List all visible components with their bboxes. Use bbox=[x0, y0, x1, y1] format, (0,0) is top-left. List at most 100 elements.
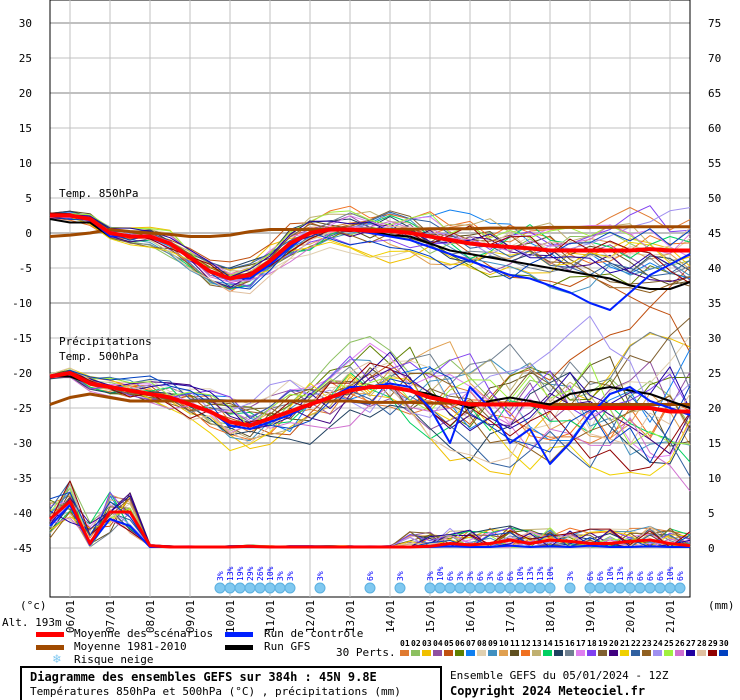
perturbation-30-t500 bbox=[49, 367, 691, 464]
right-tick-label: 45 bbox=[708, 227, 721, 240]
snow-risk-percent: 6% bbox=[646, 571, 655, 581]
x-date-label: 18/01 bbox=[544, 600, 557, 633]
legend-mean-swatch bbox=[36, 632, 64, 637]
perturbation-22-t850 bbox=[49, 211, 691, 277]
left-tick-label: -20 bbox=[12, 367, 32, 380]
snow-risk-icon bbox=[254, 582, 266, 594]
x-date-label: 17/01 bbox=[504, 600, 517, 633]
perturbation-swatch bbox=[576, 650, 585, 656]
perturbation-number: 09 bbox=[488, 639, 498, 648]
snow-risk-percent: 10% bbox=[436, 566, 445, 581]
snow-risk-icon bbox=[484, 582, 496, 594]
snow-risk-icon bbox=[424, 582, 436, 594]
perturbation-number: 13 bbox=[532, 639, 542, 648]
legend-mean: Moyenne des scénarios bbox=[74, 627, 214, 640]
perturbation-number: 03 bbox=[422, 639, 432, 648]
t850-mean-line bbox=[50, 213, 690, 281]
label-precipitations: Précipitations bbox=[59, 335, 152, 348]
right-tick-label: 30 bbox=[708, 332, 721, 345]
snow-risk-icon bbox=[604, 582, 616, 594]
perturbation-swatch bbox=[499, 650, 508, 656]
snow-risk-percent: 3% bbox=[286, 571, 295, 581]
x-date-label: 12/01 bbox=[304, 600, 317, 633]
snow-risk-icon bbox=[534, 582, 546, 594]
label-temp-850: Temp. 850hPa bbox=[59, 187, 139, 200]
perturbation-04-t500 bbox=[49, 361, 691, 431]
snow-risk-icon bbox=[364, 582, 376, 594]
perturbation-27-t500 bbox=[49, 351, 691, 432]
snow-risk-icon bbox=[434, 582, 446, 594]
snow-risk-icon bbox=[454, 582, 466, 594]
perturbation-swatch bbox=[433, 650, 442, 656]
perturbation-number: 21 bbox=[620, 639, 630, 648]
perturbation-21-t850 bbox=[49, 213, 691, 278]
perturbation-swatch bbox=[444, 650, 453, 656]
perturbation-swatch bbox=[708, 650, 717, 656]
perturbation-number: 30 bbox=[719, 639, 729, 648]
perturbation-swatch bbox=[675, 650, 684, 656]
right-tick-label: 0 bbox=[708, 542, 715, 555]
snow-risk-percent: 6% bbox=[596, 571, 605, 581]
run-label: Ensemble GEFS du 05/01/2024 - 12Z bbox=[450, 669, 669, 682]
perturbation-number: 08 bbox=[477, 639, 487, 648]
snow-risk-percent: 19% bbox=[236, 566, 245, 581]
snow-risk-icon bbox=[274, 582, 286, 594]
perturbation-number: 04 bbox=[433, 639, 443, 648]
legend-control-swatch bbox=[225, 632, 253, 637]
perturbation-20-t500 bbox=[49, 369, 691, 455]
perturbation-swatch bbox=[719, 650, 728, 656]
snow-risk-percent: 10% bbox=[516, 566, 525, 581]
snow-risk-percent: 6% bbox=[676, 571, 685, 581]
left-tick-label: 30 bbox=[19, 17, 32, 30]
perturbation-swatch bbox=[631, 650, 640, 656]
right-tick-label: 10 bbox=[708, 472, 721, 485]
snow-risk-icon bbox=[444, 582, 456, 594]
left-tick-label: 5 bbox=[25, 192, 32, 205]
right-tick-label: 35 bbox=[708, 297, 721, 310]
snow-risk-percent: 3% bbox=[486, 571, 495, 581]
perturbation-number: 01 bbox=[400, 639, 410, 648]
snow-risk-icon bbox=[244, 582, 256, 594]
snow-risk-percent: 3% bbox=[456, 571, 465, 581]
perturbation-number: 11 bbox=[510, 639, 520, 648]
right-tick-label: 20 bbox=[708, 402, 721, 415]
chart-title: Diagramme des ensembles GEFS sur 384h : … bbox=[30, 670, 377, 684]
snow-risk-percent: 6% bbox=[656, 571, 665, 581]
perturbation-25-t850 bbox=[49, 210, 691, 277]
perturbation-swatch bbox=[422, 650, 431, 656]
x-date-label: 15/01 bbox=[424, 600, 437, 633]
x-date-label: 16/01 bbox=[464, 600, 477, 633]
perturbation-swatch bbox=[653, 650, 662, 656]
perturbation-swatch bbox=[532, 650, 541, 656]
snow-risk-percent: 6% bbox=[506, 571, 515, 581]
right-tick-label: 15 bbox=[708, 437, 721, 450]
left-tick-label: 10 bbox=[19, 157, 32, 170]
perturbation-swatch bbox=[664, 650, 673, 656]
snow-risk-percent: 13% bbox=[616, 566, 625, 581]
perturbation-number: 07 bbox=[466, 639, 476, 648]
perturbation-number: 17 bbox=[576, 639, 586, 648]
snow-risk-icon bbox=[664, 582, 676, 594]
snow-risk-icon bbox=[224, 582, 236, 594]
right-unit: (mm) bbox=[708, 599, 735, 612]
snow-risk-percent: 29% bbox=[246, 566, 255, 581]
snow-risk-percent: 3% bbox=[316, 571, 325, 581]
perturbation-swatch bbox=[620, 650, 629, 656]
right-tick-label: 50 bbox=[708, 192, 721, 205]
perturbation-number: 05 bbox=[444, 639, 454, 648]
snow-risk-percent: 10% bbox=[266, 566, 275, 581]
perturbation-swatch bbox=[642, 650, 651, 656]
left-tick-label: -10 bbox=[12, 297, 32, 310]
perturbation-swatch bbox=[466, 650, 475, 656]
perturbation-number: 02 bbox=[411, 639, 421, 648]
perturbation-number: 19 bbox=[598, 639, 608, 648]
t500-climatology-line bbox=[49, 392, 690, 406]
snow-risk-percent: 6% bbox=[496, 571, 505, 581]
left-tick-label: -25 bbox=[12, 402, 32, 415]
perturbation-number: 14 bbox=[543, 639, 553, 648]
right-tick-label: 40 bbox=[708, 262, 721, 275]
snow-risk-icon bbox=[494, 582, 506, 594]
snow-risk-percent: 3% bbox=[426, 571, 435, 581]
